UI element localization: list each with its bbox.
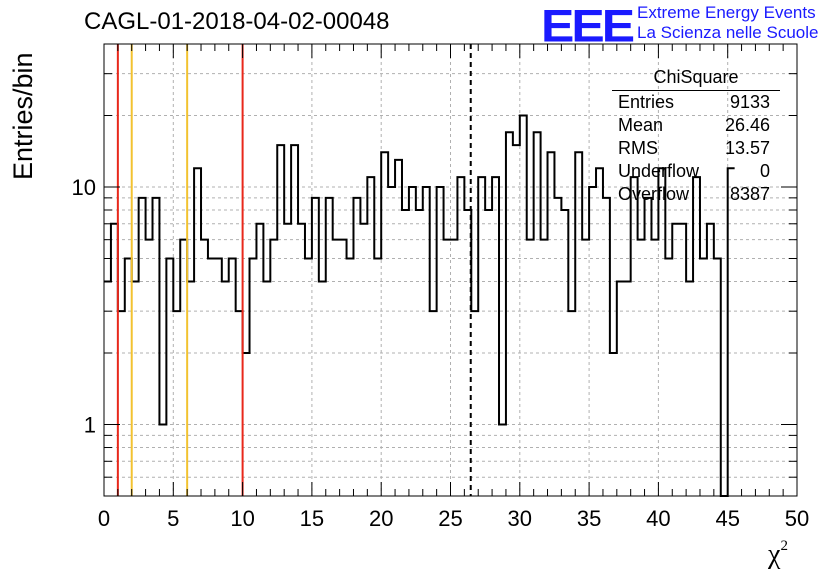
x-tick-label: 10 xyxy=(230,506,254,531)
stats-label: Mean xyxy=(618,115,664,135)
stats-box: ChiSquare Entries 9133 Mean 26.46 RMS 13.57… xyxy=(612,67,780,206)
chart-title: CAGL-01-2018-04-02-00048 xyxy=(84,8,390,35)
x-axis-label-chi: χ xyxy=(768,539,781,570)
stats-value: 8387 xyxy=(729,184,770,204)
eee-logo: EEE xyxy=(541,0,635,52)
x-axis-label-exponent: 2 xyxy=(780,538,788,554)
x-tick-label: 30 xyxy=(508,506,532,531)
stats-value: 13.57 xyxy=(724,138,770,158)
stats-label: Overflow xyxy=(618,184,690,204)
y-tick-label: 1 xyxy=(84,413,96,438)
x-tick-label: 40 xyxy=(646,506,670,531)
x-tick-label: 15 xyxy=(300,506,324,531)
logo-caption-line2: La Scienza nelle Scuole xyxy=(637,23,819,42)
stats-row-entries: Entries 9133 xyxy=(612,91,780,114)
stats-row-underflow: Underflow 0 xyxy=(612,160,780,183)
x-tick-label: 45 xyxy=(715,506,739,531)
y-tick-label: 10 xyxy=(72,175,96,200)
x-tick-label: 5 xyxy=(167,506,179,531)
logo-caption-line1: Extreme Energy Events xyxy=(637,3,816,22)
x-axis-label: χ2 xyxy=(768,538,788,571)
stats-row-mean: Mean 26.46 xyxy=(612,114,780,137)
x-tick-label: 25 xyxy=(438,506,462,531)
x-tick-label: 20 xyxy=(369,506,393,531)
y-axis-label: Entries/bin xyxy=(8,52,38,180)
stats-label: Entries xyxy=(618,92,675,112)
stats-value: 9133 xyxy=(729,92,770,112)
stats-row-overflow: Overflow 8387 xyxy=(612,183,780,206)
x-tick-label: 50 xyxy=(785,506,809,531)
histogram-line xyxy=(104,114,735,497)
x-tick-label: 35 xyxy=(577,506,601,531)
stats-value: 0 xyxy=(759,161,770,181)
stats-title: ChiSquare xyxy=(612,67,780,91)
stats-row-rms: RMS 13.57 xyxy=(612,137,780,160)
x-tick-label: 0 xyxy=(98,506,110,531)
stats-label: RMS xyxy=(618,138,658,158)
stats-label: Underflow xyxy=(618,161,700,181)
stats-value: 26.46 xyxy=(724,115,770,135)
